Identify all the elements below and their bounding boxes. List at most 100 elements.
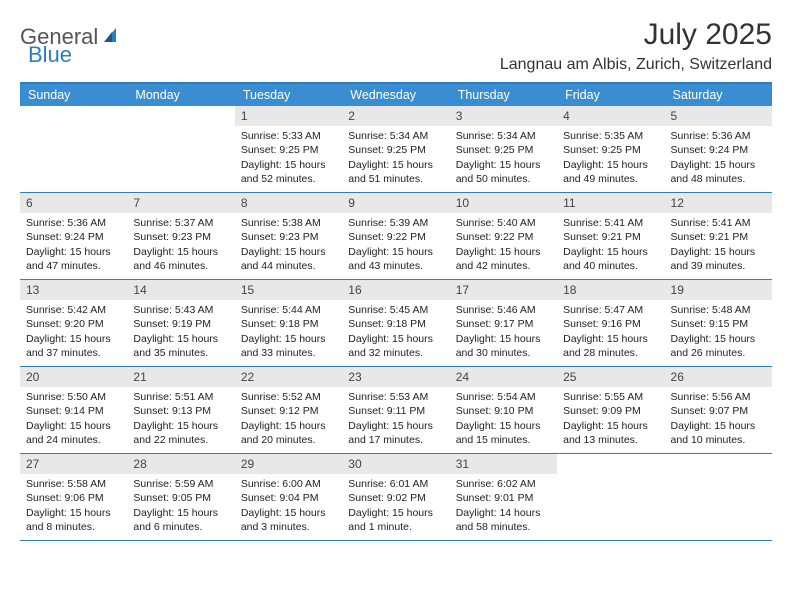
sunrise-line: Sunrise: 5:38 AM: [241, 216, 336, 230]
day-cell: 22Sunrise: 5:52 AMSunset: 9:12 PMDayligh…: [235, 367, 342, 453]
day-details: Sunrise: 5:46 AMSunset: 9:17 PMDaylight:…: [450, 300, 557, 364]
day-cell: 2 Sunrise: 5:34 AMSunset: 9:25 PMDaylight…: [342, 106, 449, 192]
daylight-line: Daylight: 15 hours and 17 minutes.: [348, 419, 443, 447]
sunset-line: Sunset: 9:20 PM: [26, 317, 121, 331]
sunrise-line: Sunrise: 5:45 AM: [348, 303, 443, 317]
sunrise-line: Sunrise: 5:51 AM: [133, 390, 228, 404]
sunset-line: Sunset: 9:18 PM: [241, 317, 336, 331]
day-number: 12: [665, 193, 772, 213]
day-details: Sunrise: 5:51 AMSunset: 9:13 PMDaylight:…: [127, 387, 234, 451]
daylight-line: Daylight: 15 hours and 1 minute.: [348, 506, 443, 534]
sunrise-line: Sunrise: 5:53 AM: [348, 390, 443, 404]
day-cell: 27 Sunrise: 5:58 AMSunset: 9:06 PMDayligh…: [20, 454, 127, 540]
daylight-line: Daylight: 15 hours and 40 minutes.: [563, 245, 658, 273]
day-number: 22: [235, 367, 342, 387]
daylight-line: Daylight: 15 hours and 8 minutes.: [26, 506, 121, 534]
day-details: Sunrise: 5:47 AMSunset: 9:16 PMDaylight:…: [557, 300, 664, 364]
day-number: 28: [127, 454, 234, 474]
sunrise-line: Sunrise: 5:59 AM: [133, 477, 228, 491]
week-row: 27Sunrise: 5:58 AMSunset: 9:06 PMDayligh…: [20, 454, 772, 541]
sunrise-line: Sunrise: 5:48 AM: [671, 303, 766, 317]
day-cell: 18Sunrise: 5:47 AMSunset: 9:16 PMDayligh…: [557, 280, 664, 366]
daylight-line: Daylight: 15 hours and 13 minutes.: [563, 419, 658, 447]
week-row: 13Sunrise: 5:42 AMSunset: 9:20 PMDayligh…: [20, 280, 772, 367]
day-details: Sunrise: 5:34 AMSunset: 9:25 PMDaylight:…: [450, 126, 557, 190]
day-details: Sunrise: 5:33 AMSunset: 9:25 PMDaylight:…: [235, 126, 342, 190]
day-details: Sunrise: 5:59 AMSunset: 9:05 PMDaylight:…: [127, 474, 234, 538]
day-details: Sunrise: 5:41 AMSunset: 9:21 PMDaylight:…: [665, 213, 772, 277]
day-header: Sunday: [20, 84, 127, 106]
day-cell: 31Sunrise: 6:02 AMSunset: 9:01 PMDayligh…: [450, 454, 557, 540]
sunrise-line: Sunrise: 5:34 AM: [348, 129, 443, 143]
sunrise-line: Sunrise: 5:40 AM: [456, 216, 551, 230]
day-number: 24: [450, 367, 557, 387]
day-details: Sunrise: 5:41 AMSunset: 9:21 PMDaylight:…: [557, 213, 664, 277]
sunset-line: Sunset: 9:14 PM: [26, 404, 121, 418]
day-details: Sunrise: 6:01 AMSunset: 9:02 PMDaylight:…: [342, 474, 449, 538]
day-cell: 7Sunrise: 5:37 AMSunset: 9:23 PMDaylight…: [127, 193, 234, 279]
day-cell: 15Sunrise: 5:44 AMSunset: 9:18 PMDayligh…: [235, 280, 342, 366]
sunrise-line: Sunrise: 6:02 AM: [456, 477, 551, 491]
daylight-line: Daylight: 15 hours and 6 minutes.: [133, 506, 228, 534]
sunset-line: Sunset: 9:25 PM: [456, 143, 551, 157]
sunrise-line: Sunrise: 5:36 AM: [26, 216, 121, 230]
day-number: 29: [235, 454, 342, 474]
day-details: Sunrise: 5:35 AMSunset: 9:25 PMDaylight:…: [557, 126, 664, 190]
sunset-line: Sunset: 9:25 PM: [348, 143, 443, 157]
day-number: 19: [665, 280, 772, 300]
day-details: Sunrise: 5:38 AMSunset: 9:23 PMDaylight:…: [235, 213, 342, 277]
day-cell: 3Sunrise: 5:34 AMSunset: 9:25 PMDaylight…: [450, 106, 557, 192]
sunrise-line: Sunrise: 5:47 AM: [563, 303, 658, 317]
daylight-line: Daylight: 14 hours and 58 minutes.: [456, 506, 551, 534]
sunset-line: Sunset: 9:06 PM: [26, 491, 121, 505]
daylight-line: Daylight: 15 hours and 51 minutes.: [348, 158, 443, 186]
day-number: 27: [20, 454, 127, 474]
day-number: 8: [235, 193, 342, 213]
day-details: Sunrise: 6:02 AMSunset: 9:01 PMDaylight:…: [450, 474, 557, 538]
sunset-line: Sunset: 9:24 PM: [671, 143, 766, 157]
sunset-line: Sunset: 9:25 PM: [241, 143, 336, 157]
day-number: 2: [342, 106, 449, 126]
sunset-line: Sunset: 9:05 PM: [133, 491, 228, 505]
sunrise-line: Sunrise: 5:37 AM: [133, 216, 228, 230]
week-row: 6Sunrise: 5:36 AMSunset: 9:24 PMDaylight…: [20, 193, 772, 280]
sunrise-line: Sunrise: 5:55 AM: [563, 390, 658, 404]
day-cell: 10Sunrise: 5:40 AMSunset: 9:22 PMDayligh…: [450, 193, 557, 279]
daylight-line: Daylight: 15 hours and 10 minutes.: [671, 419, 766, 447]
daylight-line: Daylight: 15 hours and 49 minutes.: [563, 158, 658, 186]
day-number: 14: [127, 280, 234, 300]
week-row: 20Sunrise: 5:50 AMSunset: 9:14 PMDayligh…: [20, 367, 772, 454]
sunset-line: Sunset: 9:21 PM: [563, 230, 658, 244]
sunrise-line: Sunrise: 5:35 AM: [563, 129, 658, 143]
day-details: Sunrise: 5:48 AMSunset: 9:15 PMDaylight:…: [665, 300, 772, 364]
day-cell: 6Sunrise: 5:36 AMSunset: 9:24 PMDaylight…: [20, 193, 127, 279]
day-cell: 29Sunrise: 6:00 AMSunset: 9:04 PMDayligh…: [235, 454, 342, 540]
sunrise-line: Sunrise: 5:43 AM: [133, 303, 228, 317]
day-details: Sunrise: 5:50 AMSunset: 9:14 PMDaylight:…: [20, 387, 127, 451]
sunrise-line: Sunrise: 5:34 AM: [456, 129, 551, 143]
day-cell: 12Sunrise: 5:41 AMSunset: 9:21 PMDayligh…: [665, 193, 772, 279]
day-cell: 5Sunrise: 5:36 AMSunset: 9:24 PMDaylight…: [665, 106, 772, 192]
sunrise-line: Sunrise: 5:52 AM: [241, 390, 336, 404]
sunset-line: Sunset: 9:09 PM: [563, 404, 658, 418]
day-header: Thursday: [450, 84, 557, 106]
daylight-line: Daylight: 15 hours and 15 minutes.: [456, 419, 551, 447]
sunset-line: Sunset: 9:23 PM: [133, 230, 228, 244]
sunrise-line: Sunrise: 5:41 AM: [563, 216, 658, 230]
day-cell: 26Sunrise: 5:56 AMSunset: 9:07 PMDayligh…: [665, 367, 772, 453]
day-header: Saturday: [665, 84, 772, 106]
sunrise-line: Sunrise: 5:58 AM: [26, 477, 121, 491]
empty-cell: [665, 454, 772, 540]
day-cell: 8Sunrise: 5:38 AMSunset: 9:23 PMDaylight…: [235, 193, 342, 279]
empty-cell: [20, 106, 127, 192]
logo-blue-row: Blue: [28, 42, 72, 68]
daylight-line: Daylight: 15 hours and 3 minutes.: [241, 506, 336, 534]
daylight-line: Daylight: 15 hours and 52 minutes.: [241, 158, 336, 186]
day-details: Sunrise: 5:36 AMSunset: 9:24 PMDaylight:…: [665, 126, 772, 190]
calendar: SundayMondayTuesdayWednesdayThursdayFrid…: [20, 82, 772, 541]
day-number: 6: [20, 193, 127, 213]
sunset-line: Sunset: 9:07 PM: [671, 404, 766, 418]
daylight-line: Daylight: 15 hours and 26 minutes.: [671, 332, 766, 360]
day-cell: 24Sunrise: 5:54 AMSunset: 9:10 PMDayligh…: [450, 367, 557, 453]
sunrise-line: Sunrise: 5:56 AM: [671, 390, 766, 404]
